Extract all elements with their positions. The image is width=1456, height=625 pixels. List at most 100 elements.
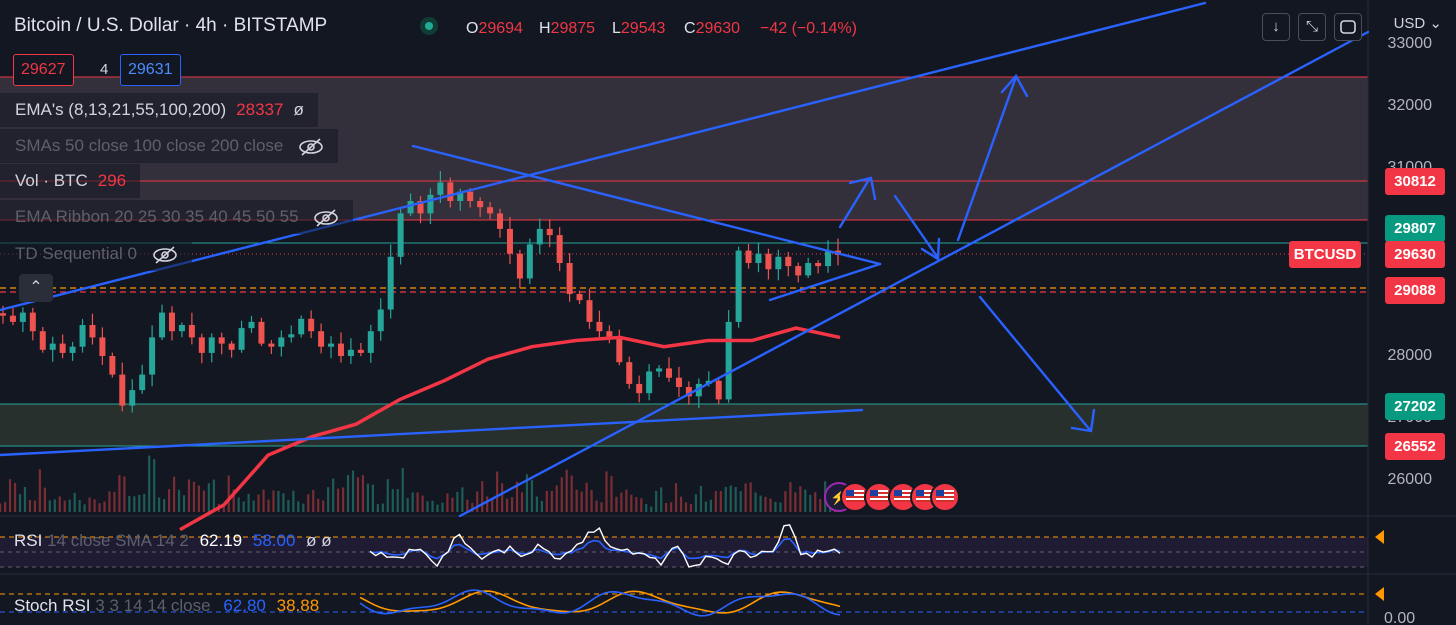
candle: [506, 228, 513, 254]
us-flag-event-icon[interactable]: [930, 482, 960, 512]
volume-bar: [18, 494, 22, 512]
volume-bar: [371, 484, 374, 512]
volume-bar: [336, 488, 340, 512]
candle: [328, 343, 335, 347]
sell-price-button[interactable]: 29627: [13, 54, 74, 86]
candle: [735, 250, 742, 322]
volume-bar: [78, 499, 81, 512]
volume-bar: [476, 491, 479, 512]
volume-bar: [759, 495, 762, 512]
hidden-eye-icon[interactable]: [298, 137, 324, 157]
volume-bar: [163, 499, 166, 512]
volume-bar: [43, 487, 46, 512]
candle: [815, 263, 822, 267]
volume-indicator-legend[interactable]: Vol · BTC 296: [0, 164, 141, 198]
volume-bar: [391, 489, 394, 512]
volume-bar: [600, 502, 603, 512]
buy-price-button[interactable]: 29631: [120, 54, 181, 86]
candle: [29, 312, 36, 332]
candle: [178, 325, 185, 332]
vol-label: Vol · BTC: [15, 171, 88, 190]
stoch-k-line: [359, 589, 841, 617]
candle: [39, 331, 46, 350]
volume-bar: [515, 481, 519, 512]
candle: [218, 337, 225, 344]
candle: [725, 321, 732, 400]
chevron-down-icon: ⌄: [1429, 15, 1442, 32]
ema-extra: ø: [293, 100, 304, 119]
collapse-legend-button[interactable]: ⌃: [19, 274, 53, 302]
volume-bar: [292, 490, 295, 512]
volume-bar: [545, 490, 548, 512]
volume-bar: [615, 496, 618, 512]
order-quantity[interactable]: 4: [100, 61, 109, 78]
axis-label-32000: 32000: [1387, 97, 1433, 114]
volume-bar: [143, 494, 146, 512]
candle: [745, 250, 752, 263]
volume-bar: [257, 494, 260, 512]
candle: [825, 250, 832, 267]
volume-bar: [327, 487, 330, 512]
candle: [447, 182, 454, 201]
volume-bar: [83, 504, 86, 512]
candle: [9, 315, 16, 322]
volume-bar: [530, 480, 534, 512]
candle: [457, 191, 464, 201]
candle: [467, 191, 474, 201]
sma-indicator-legend[interactable]: SMAs 50 close 100 close 200 close: [0, 129, 339, 163]
ticker-label: BTCUSD: [1289, 241, 1361, 268]
support-zone: [0, 404, 1368, 446]
volume-bar: [486, 496, 489, 512]
stoch-rsi-legend[interactable]: Stoch RSI 3 3 14 14 close 62.80 38.88: [14, 596, 320, 615]
ema-indicator-legend[interactable]: EMA's (8,13,21,55,100,200) 28337 ø: [0, 93, 318, 127]
fullscreen-icon[interactable]: ⤡: [1298, 13, 1326, 41]
arrow-down-1: [893, 194, 940, 260]
volume-bar: [719, 491, 722, 512]
volume-bar: [401, 467, 404, 512]
volume-bar: [505, 498, 509, 512]
volume-bar: [804, 489, 807, 512]
volume-bar: [645, 504, 648, 512]
volume-bar: [227, 475, 230, 512]
volume-bar: [53, 499, 56, 512]
volume-bar: [148, 455, 151, 512]
volume-bar: [724, 486, 727, 512]
volume-bar: [307, 494, 310, 512]
hidden-eye-icon[interactable]: [152, 245, 178, 265]
volume-bar: [376, 504, 379, 512]
camera-frame-icon: [1340, 20, 1356, 34]
volume-bar: [272, 490, 275, 512]
rsi-legend[interactable]: RSI 14 close SMA 14 2 62.19 58.00 ø ø: [14, 531, 332, 550]
arrow-down-1-head: [920, 237, 941, 262]
ribbon-indicator-legend[interactable]: EMA Ribbon 20 25 30 35 40 45 50 55: [0, 200, 354, 234]
vol-value: 296: [97, 171, 127, 190]
td-indicator-legend[interactable]: TD Sequential 0: [0, 237, 192, 271]
volume-bar: [754, 492, 757, 512]
price-label-pivot: 29088: [1385, 277, 1445, 304]
candle: [427, 194, 434, 214]
candle: [765, 253, 772, 270]
volume-bar: [466, 499, 469, 512]
volume-bar: [341, 487, 345, 512]
us-flag-event-icon[interactable]: [864, 482, 894, 512]
volume-bar: [207, 483, 210, 512]
volume-bar: [138, 494, 141, 512]
currency-selector[interactable]: USD ⌄: [1393, 15, 1442, 32]
candle: [198, 337, 205, 353]
volume-bar: [704, 501, 707, 512]
volume-bar: [167, 489, 171, 512]
market-status-icon[interactable]: [420, 17, 438, 35]
symbol-title[interactable]: Bitcoin / U.S. Dollar · 4h · BITSTAMP: [14, 15, 328, 36]
volume-bar: [108, 491, 111, 512]
volume-bar: [679, 496, 683, 512]
candle: [497, 213, 504, 229]
candle: [487, 207, 494, 214]
candle: [139, 374, 146, 391]
arrow-down-icon[interactable]: ↓: [1262, 13, 1290, 41]
screenshot-icon[interactable]: [1334, 13, 1362, 41]
volume-bar: [23, 487, 27, 512]
hidden-eye-icon[interactable]: [313, 208, 339, 228]
volume-bar: [232, 489, 235, 512]
candle: [367, 331, 374, 353]
